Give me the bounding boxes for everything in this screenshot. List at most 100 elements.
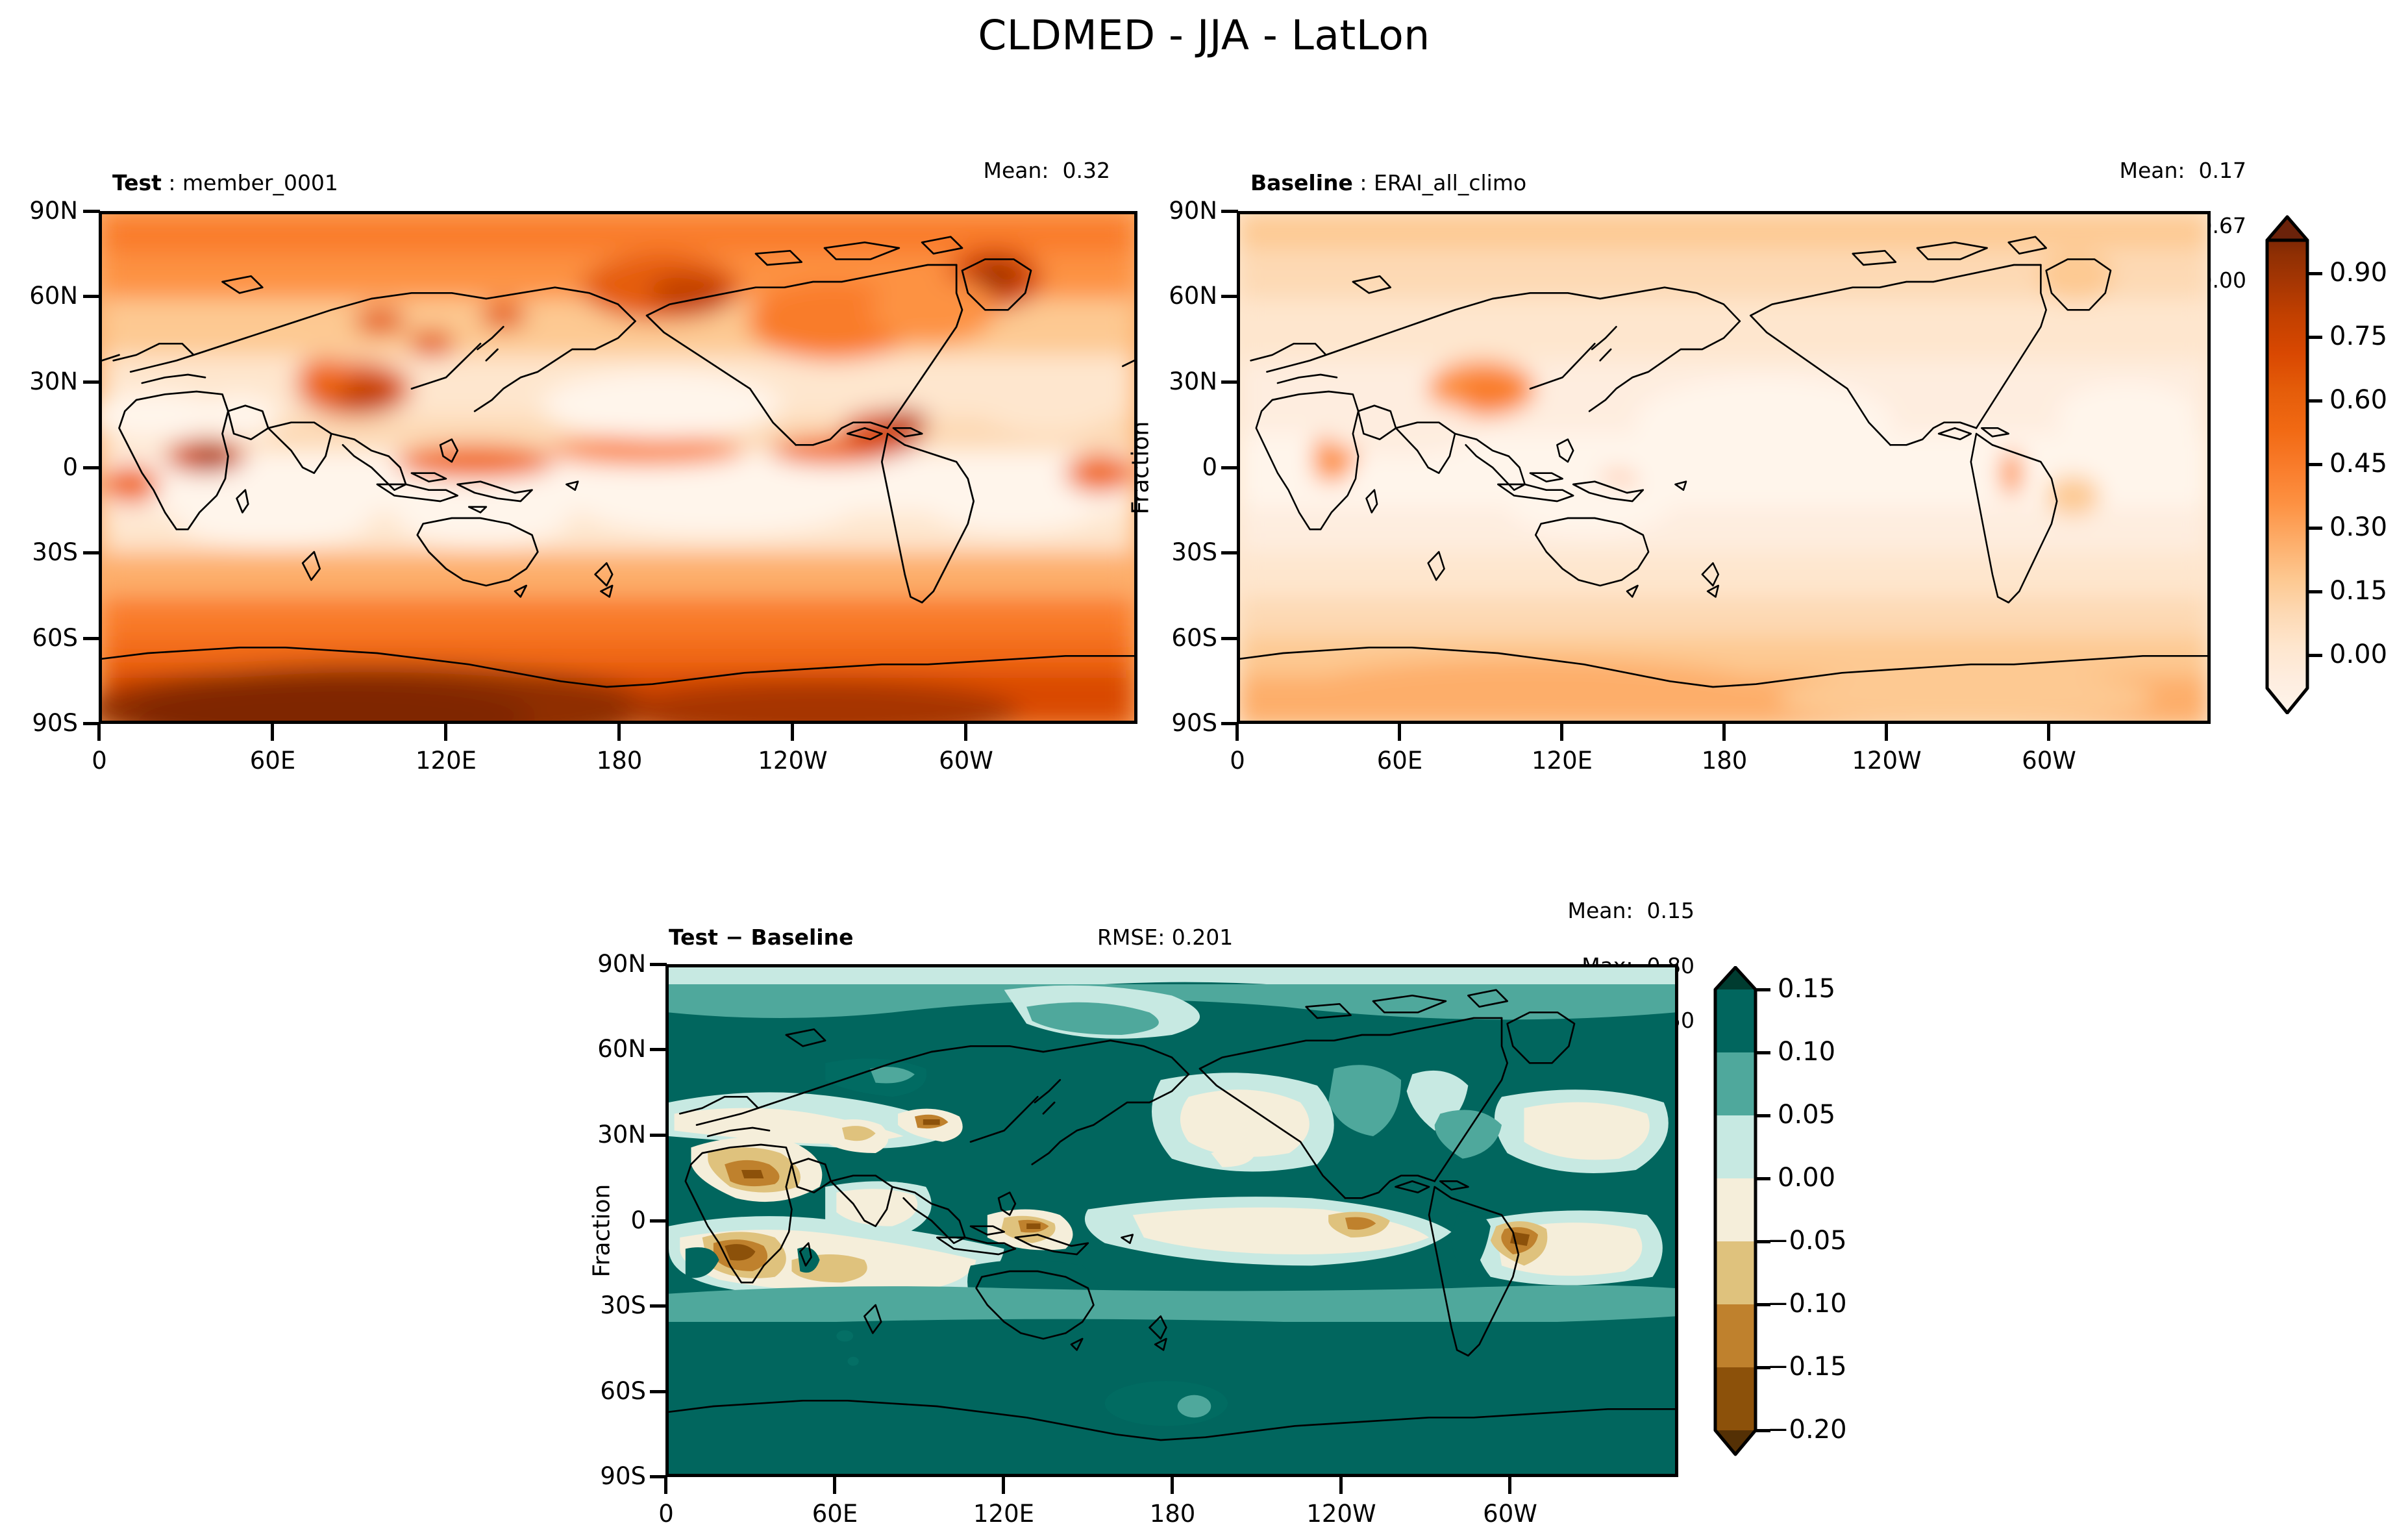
xtick-120e: 120E (973, 1500, 1034, 1528)
ytick-30n: 30N (597, 1121, 646, 1149)
main-colorbar[interactable] (2265, 214, 2310, 714)
ytickmark (83, 637, 100, 640)
baseline-coastlines (1240, 236, 2207, 688)
ytickmark (1221, 380, 1238, 384)
ytick-30n: 30N (29, 367, 78, 395)
xtick-0: 0 (92, 747, 107, 775)
difference-mean-value: 0.15 (1646, 898, 1694, 924)
xtickmark (1339, 1477, 1343, 1494)
cbtickmark (1755, 1429, 1770, 1432)
cb-tick-075: 0.75 (2329, 321, 2388, 351)
xtickmark (1235, 724, 1239, 741)
baseline-map-svg (1240, 214, 2207, 721)
xtickmark (1171, 1477, 1174, 1494)
ytick-0: 0 (1202, 453, 1217, 481)
ytick-90s: 90S (32, 709, 78, 737)
difference-mean-label: Mean: (1567, 898, 1633, 924)
xtickmark (444, 724, 447, 741)
ytick-90s: 90S (600, 1462, 646, 1490)
xtick-120e: 120E (1532, 747, 1593, 775)
xtickmark (1002, 1477, 1005, 1494)
ytickmark (83, 295, 100, 298)
cbtickmark (2307, 336, 2322, 339)
ytickmark (83, 466, 100, 469)
xtick-60e: 60E (812, 1500, 858, 1528)
baseline-field (1240, 214, 2207, 721)
test-label-value: member_0001 (182, 169, 338, 195)
ytick-0: 0 (62, 453, 78, 481)
ytickmark (83, 210, 100, 213)
xtick-120w: 120W (758, 747, 828, 775)
xtick-120w: 120W (1306, 1500, 1376, 1528)
ytick-60s: 60S (1171, 624, 1217, 652)
ytick-90n: 90N (1169, 197, 1217, 225)
cbd-tick-000: 0.00 (1778, 1163, 1836, 1193)
cbtickmark (1755, 1051, 1770, 1054)
ytick-90s: 90S (1171, 709, 1217, 737)
cbd-tick-neg010: −0.10 (1767, 1289, 1847, 1319)
xtickmark (2047, 724, 2050, 741)
test-mean-label: Mean: (983, 158, 1049, 184)
xtick-0: 0 (658, 1500, 674, 1528)
ytickmark (650, 1048, 667, 1051)
cbtickmark (2307, 527, 2322, 530)
cbd-tick-neg015: −0.15 (1767, 1352, 1847, 1382)
xtick-0: 0 (1230, 747, 1245, 775)
ytickmark (83, 380, 100, 384)
baseline-label-key: Baseline (1250, 169, 1353, 195)
xtickmark (97, 724, 101, 741)
ytick-60n: 60N (1169, 282, 1217, 310)
test-mean-value: 0.32 (1062, 158, 1110, 184)
ytickmark (1221, 210, 1238, 213)
map-panel-difference[interactable] (665, 964, 1678, 1477)
ytickmark (1221, 295, 1238, 298)
xtickmark (1508, 1477, 1511, 1494)
ytickmark (1221, 637, 1238, 640)
map-panel-baseline[interactable] (1237, 211, 2211, 724)
difference-colorbar[interactable] (1713, 966, 1758, 1479)
difference-coastlines (669, 989, 1675, 1441)
difference-field (669, 967, 1675, 1474)
xtickmark (664, 1477, 667, 1494)
cbtickmark (1755, 1366, 1770, 1369)
baseline-mean-label: Mean: (2119, 158, 2185, 184)
ytick-90n: 90N (597, 950, 646, 978)
difference-rmse-label: RMSE: 0.201 (1097, 925, 1234, 950)
cbtickmark (2307, 272, 2322, 275)
cbtickmark (2307, 399, 2322, 403)
cb-tick-060: 0.60 (2329, 385, 2388, 415)
test-field (102, 214, 1134, 721)
ytickmark (650, 1134, 667, 1137)
ytickmark (650, 1475, 667, 1478)
xtick-120e: 120E (416, 747, 477, 775)
ytick-60n: 60N (29, 282, 78, 310)
xtick-120w: 120W (1852, 747, 1922, 775)
xtick-180: 180 (1149, 1500, 1196, 1528)
test-label-sep: : (161, 169, 183, 195)
cbtickmark (1755, 988, 1770, 991)
difference-panel-title: Test − Baseline (669, 925, 854, 950)
ytick-0: 0 (630, 1206, 646, 1234)
cbtickmark (2307, 654, 2322, 657)
test-label-key: Test (112, 169, 162, 195)
cbtickmark (1755, 1177, 1770, 1180)
xtickmark (1560, 724, 1563, 741)
main-colorbar-svg (2265, 215, 2309, 714)
xtick-60w: 60W (1483, 1500, 1537, 1528)
cbtickmark (2307, 590, 2322, 593)
xtickmark (1398, 724, 1401, 741)
baseline-mean-value: 0.17 (2198, 158, 2246, 184)
xtick-180: 180 (596, 747, 643, 775)
difference-colorbar-svg (1713, 966, 1757, 1456)
xtick-60w: 60W (939, 747, 993, 775)
ytickmark (650, 1219, 667, 1223)
ytick-30n: 30N (1169, 367, 1217, 395)
figure-title: CLDMED - JJA - LatLon (978, 12, 1430, 59)
ytick-60n: 60N (597, 1035, 646, 1063)
xtick-180: 180 (1701, 747, 1748, 775)
map-panel-test[interactable] (99, 211, 1137, 724)
cbtickmark (1755, 1240, 1770, 1243)
cbtickmark (2307, 463, 2322, 466)
ytickmark (83, 722, 100, 725)
cbd-tick-005: 0.05 (1778, 1100, 1836, 1130)
